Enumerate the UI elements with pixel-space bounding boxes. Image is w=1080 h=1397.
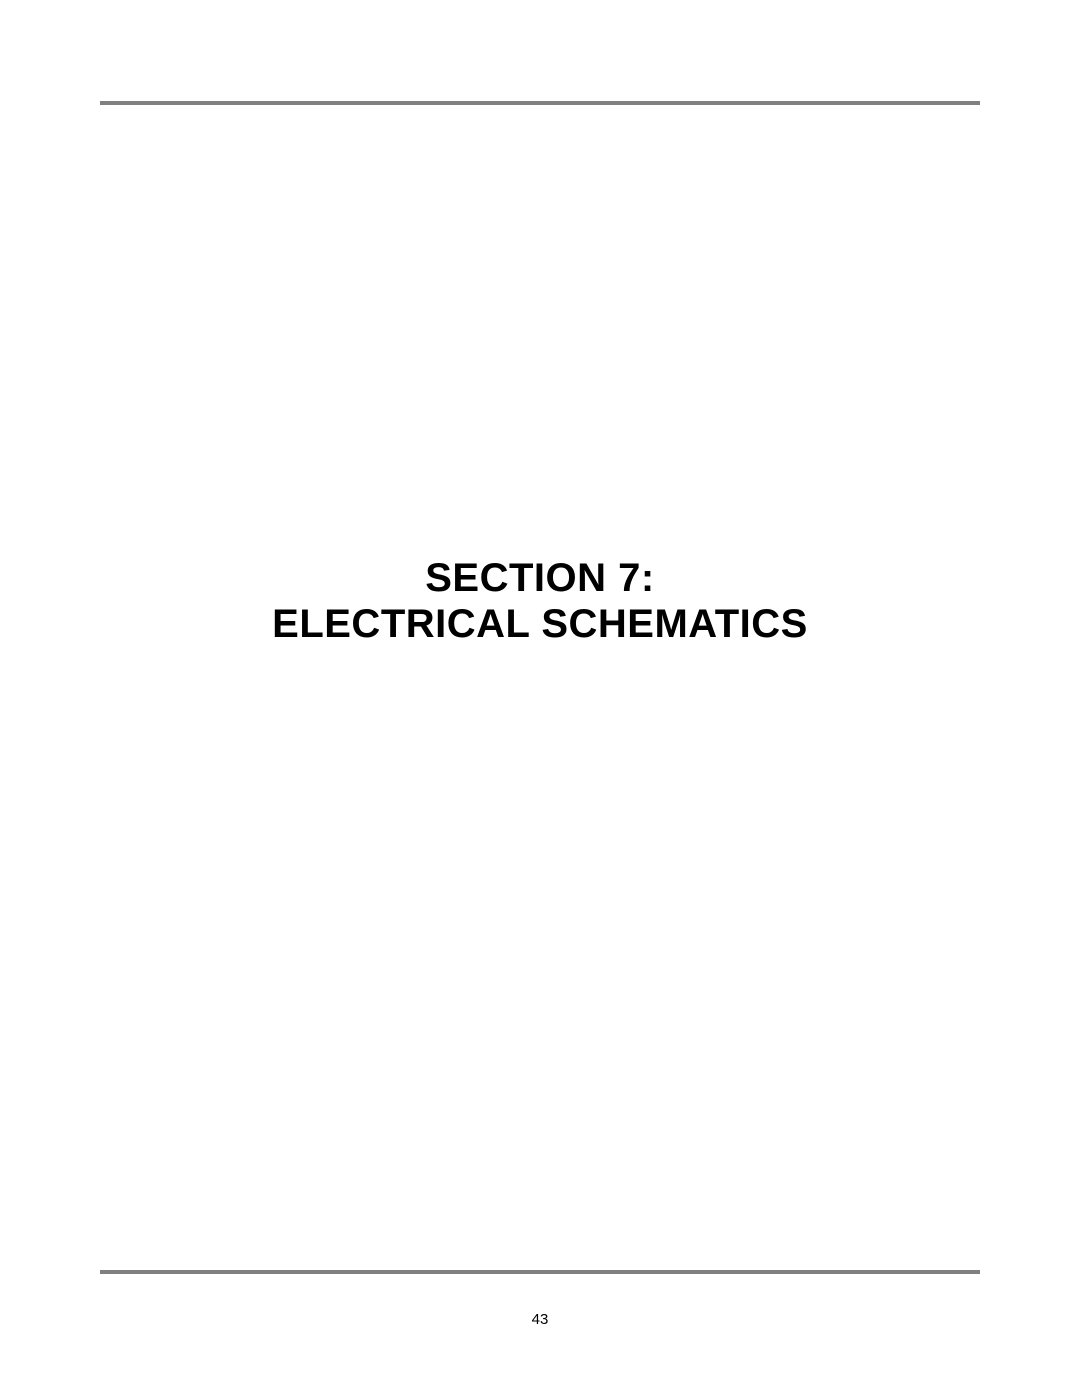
- section-title-line-1: SECTION 7:: [0, 555, 1080, 601]
- section-title-line-2: ELECTRICAL SCHEMATICS: [0, 601, 1080, 647]
- document-page: SECTION 7: ELECTRICAL SCHEMATICS 43: [0, 0, 1080, 1397]
- top-horizontal-rule: [100, 101, 980, 105]
- page-number: 43: [0, 1311, 1080, 1328]
- section-title-block: SECTION 7: ELECTRICAL SCHEMATICS: [0, 555, 1080, 647]
- bottom-horizontal-rule: [100, 1270, 980, 1274]
